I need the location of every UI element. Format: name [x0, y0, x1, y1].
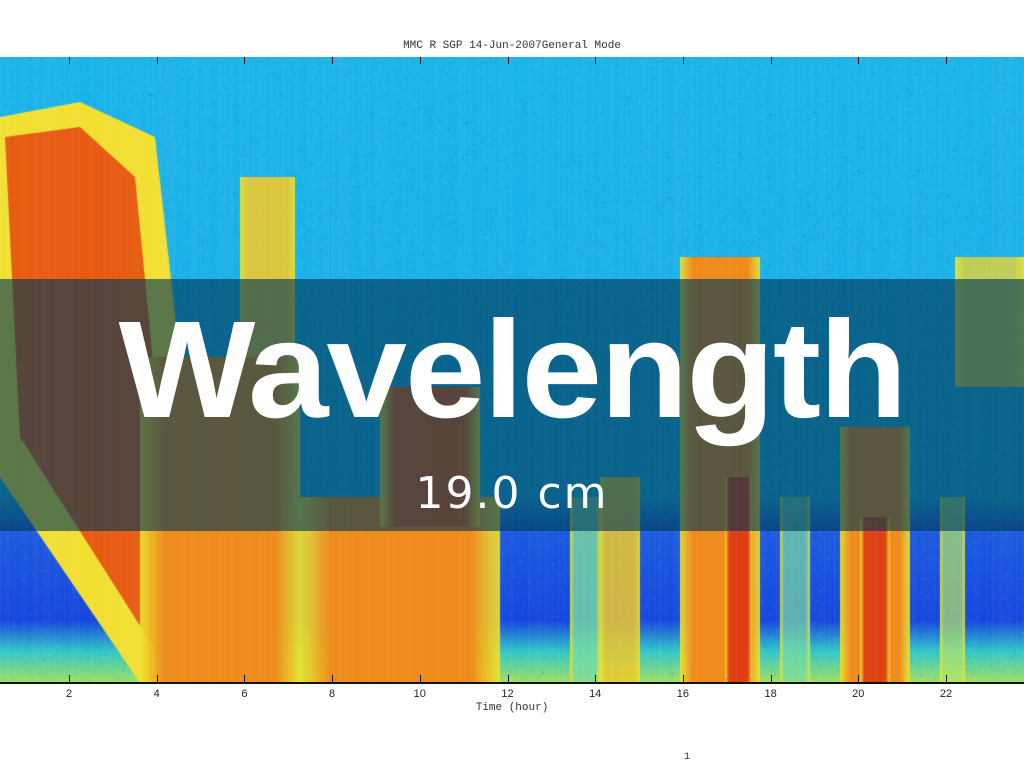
x-axis-line [0, 682, 1024, 684]
x-tick-label: 4 [154, 688, 160, 700]
x-tick-mark [157, 675, 158, 682]
x-tick-mark [508, 57, 509, 64]
plot-title: MMC R SGP 14-Jun-2007General Mode [0, 40, 1024, 52]
x-tick-mark [946, 57, 947, 64]
x-tick-mark [683, 57, 684, 64]
x-tick-mark [69, 57, 70, 64]
x-tick-mark [420, 675, 421, 682]
x-tick-mark [508, 675, 509, 682]
x-tick-mark [420, 57, 421, 64]
x-tick-mark [946, 675, 947, 682]
x-tick-mark [244, 675, 245, 682]
x-tick-mark [595, 57, 596, 64]
x-tick-mark [595, 675, 596, 682]
x-tick-mark [332, 675, 333, 682]
x-tick-label: 14 [589, 688, 601, 700]
x-tick-label: 16 [677, 688, 689, 700]
x-tick-label: 2 [66, 688, 72, 700]
page-number: 1 [684, 752, 690, 763]
x-tick-label: 12 [501, 688, 513, 700]
x-tick-mark [858, 675, 859, 682]
x-tick-mark [69, 675, 70, 682]
x-tick-mark [771, 57, 772, 64]
slide-headline: Wavelength [0, 290, 1024, 450]
x-tick-mark [157, 57, 158, 64]
x-axis-label: Time (hour) [0, 702, 1024, 714]
x-tick-label: 18 [764, 688, 776, 700]
x-tick-label: 10 [414, 688, 426, 700]
x-tick-mark [771, 675, 772, 682]
x-tick-label: 6 [241, 688, 247, 700]
x-tick-mark [858, 57, 859, 64]
x-tick-label: 20 [852, 688, 864, 700]
x-tick-label: 22 [940, 688, 952, 700]
x-tick-mark [244, 57, 245, 64]
x-tick-label: 8 [329, 688, 335, 700]
slide-subtitle: 19.0 cm [0, 468, 1024, 519]
x-tick-mark [683, 675, 684, 682]
x-tick-mark [332, 57, 333, 64]
